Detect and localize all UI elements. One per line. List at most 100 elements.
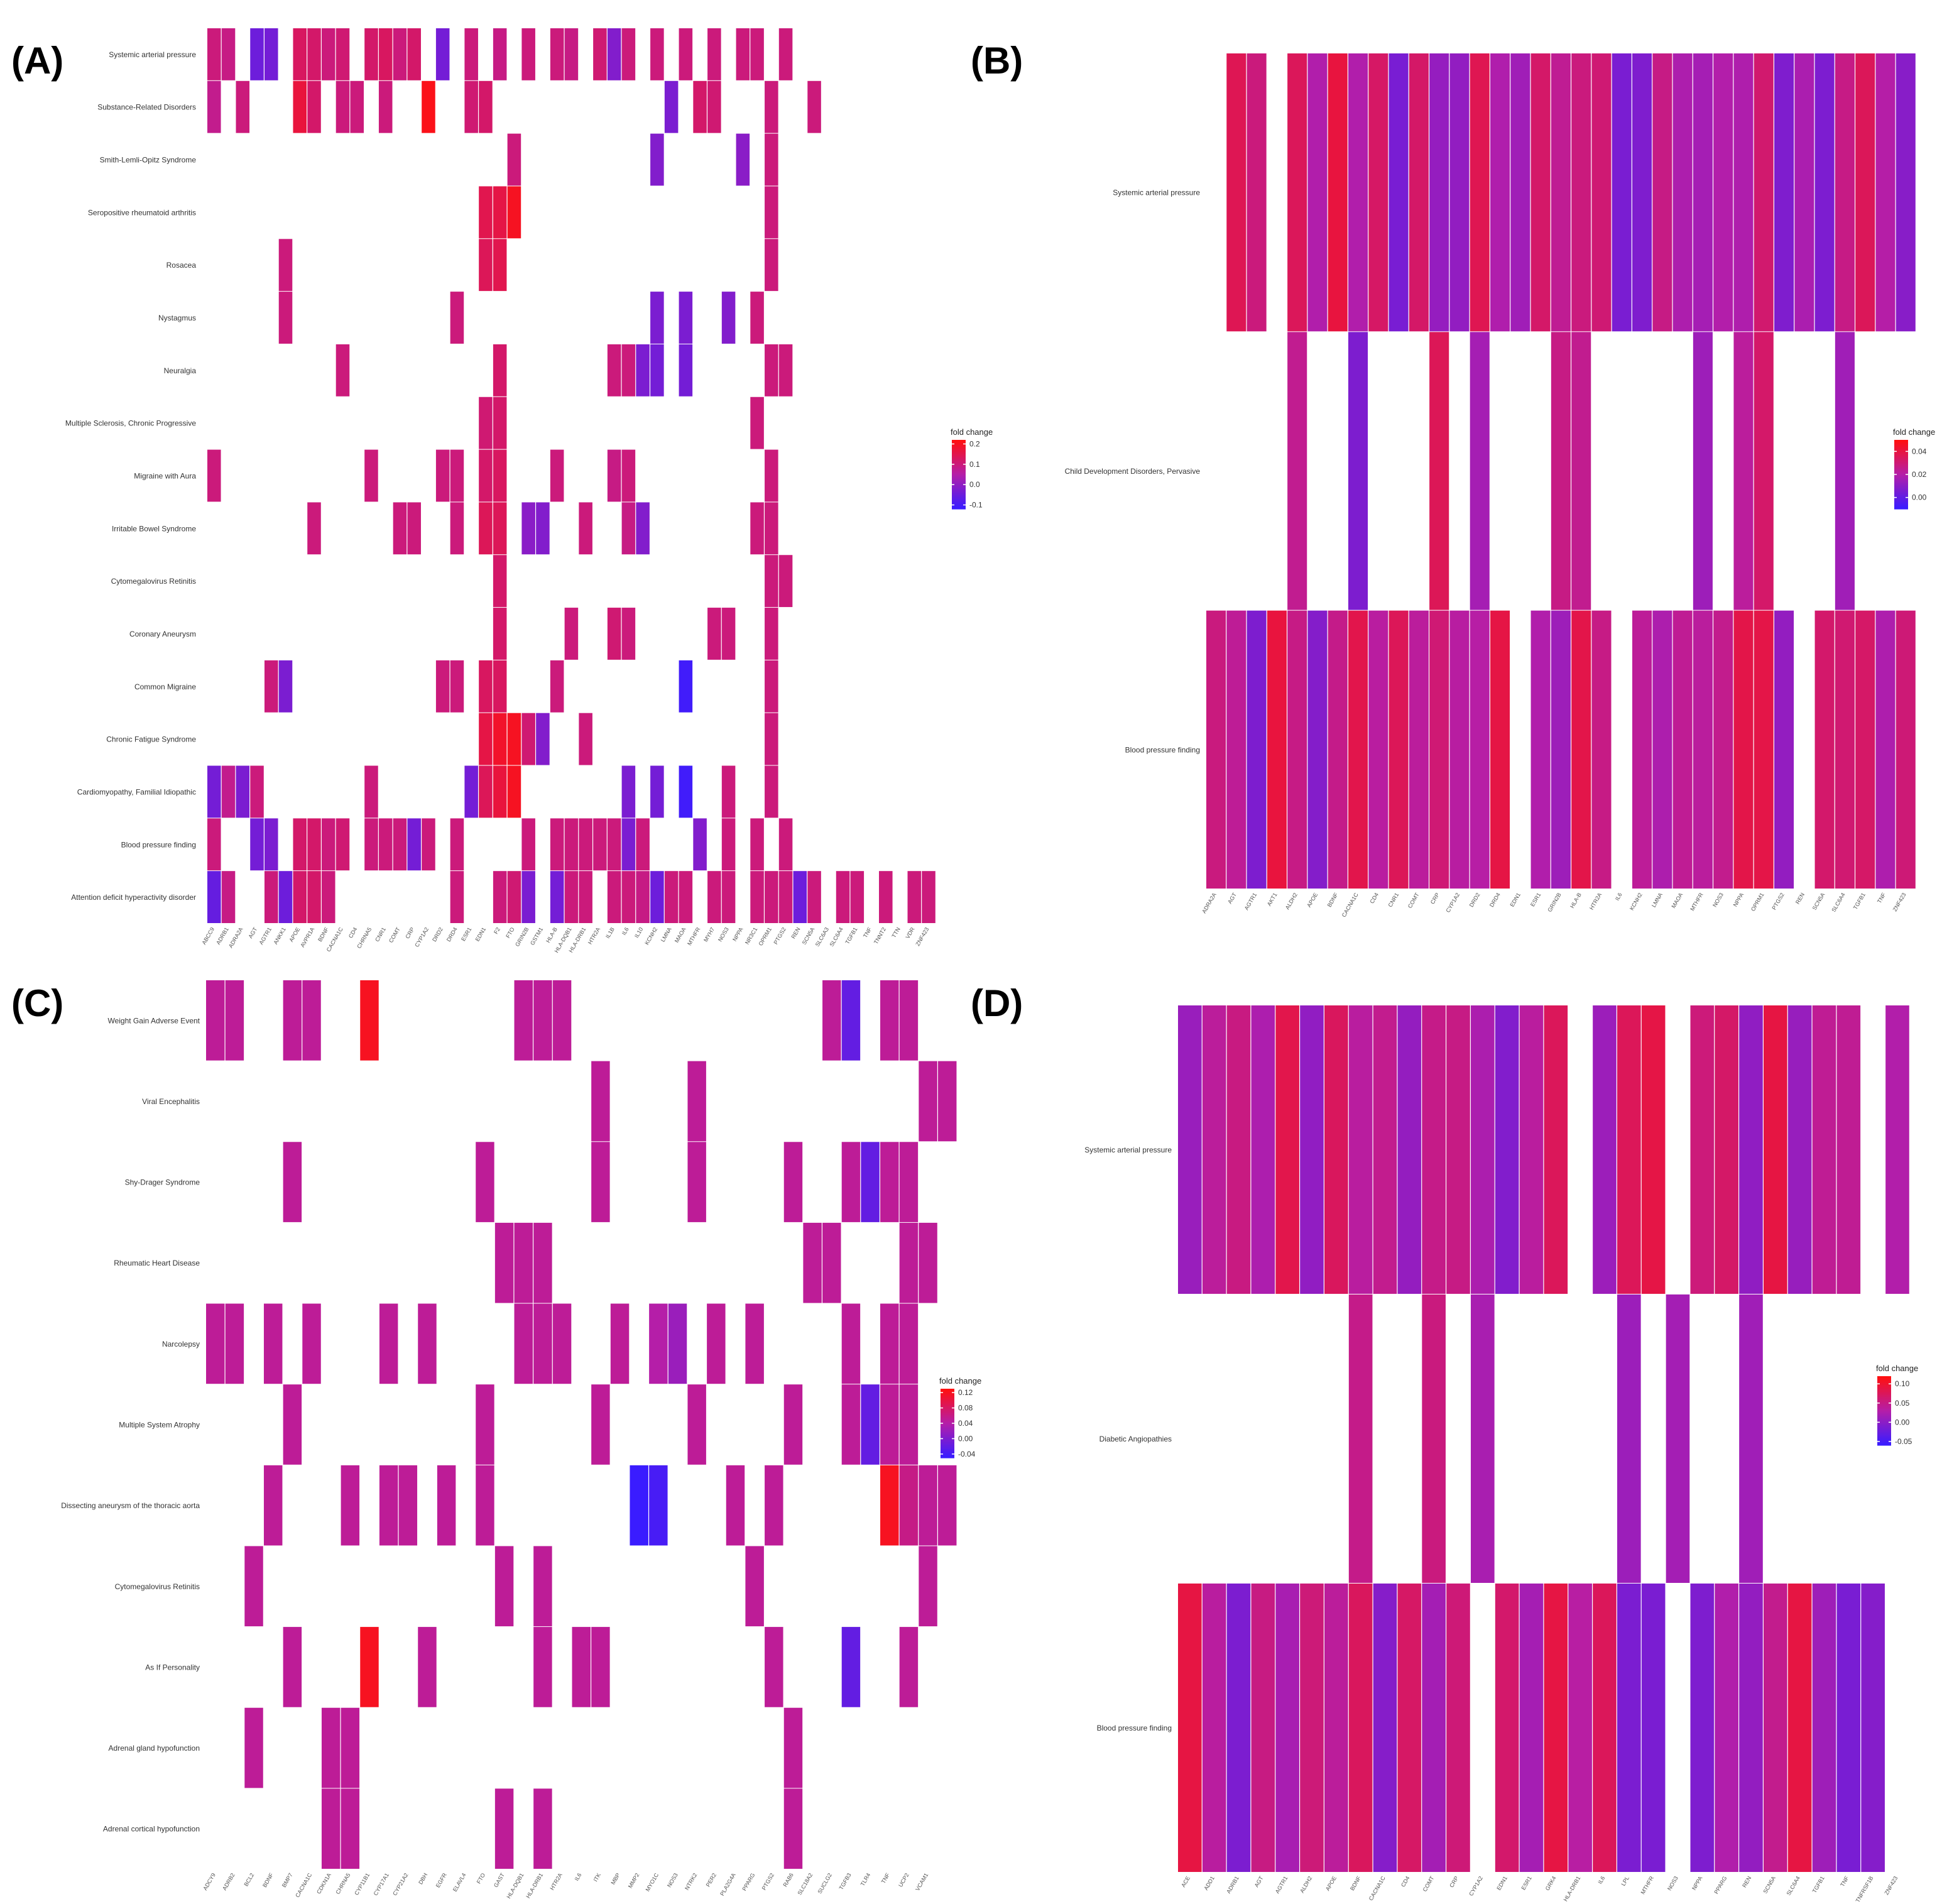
heatmap-cell: [1551, 332, 1571, 610]
column-label: F2: [493, 926, 501, 935]
heatmap-cell: [521, 502, 535, 555]
heatmap-cell: [607, 28, 621, 80]
column-label: ZNF423: [1892, 892, 1907, 912]
column-label: IL10: [633, 926, 644, 939]
heatmap-cell: [850, 871, 865, 923]
legend-gradient-step: [1877, 1400, 1891, 1403]
legend-gradient-step: [952, 500, 966, 503]
heatmap-cell: [1429, 53, 1449, 332]
heatmap-cell: [919, 1465, 937, 1546]
column-label: VDR: [904, 926, 915, 940]
heatmap-cell: [679, 344, 693, 397]
column-label: HLA-B: [1569, 892, 1583, 909]
column-label: CYP1A2: [1468, 1875, 1484, 1897]
heatmap-cell: [765, 449, 778, 502]
heatmap-cell: [550, 871, 564, 923]
legend-gradient-step: [1894, 459, 1908, 461]
heatmap-cell: [765, 660, 778, 713]
heatmap-cell: [307, 80, 321, 133]
column-label: TNF: [862, 926, 873, 939]
heatmap-cell: [650, 871, 664, 923]
heatmap-cell: [1226, 610, 1246, 889]
column-label: ABCC9: [200, 926, 215, 946]
column-label: MMP2: [627, 1872, 641, 1890]
legend-gradient-step: [1894, 447, 1908, 449]
heatmap-cell: [1287, 53, 1307, 332]
legend-gradient-step: [1877, 1377, 1891, 1381]
heatmap-cell: [1774, 53, 1794, 332]
heatmap-cell: [550, 660, 564, 713]
column-label: AVPR1A: [299, 926, 315, 948]
column-label: ITK: [592, 1872, 603, 1883]
heatmap-cell: [1571, 332, 1591, 610]
legend-gradient-step: [941, 1454, 954, 1457]
column-label: REN: [790, 926, 801, 939]
heatmap-cell: [607, 608, 621, 660]
heatmap-cell: [302, 980, 321, 1061]
legend-gradient-step: [941, 1452, 954, 1455]
legend-gradient-step: [952, 440, 966, 442]
legend-gradient-step: [952, 491, 966, 494]
heatmap-cell: [1855, 610, 1875, 889]
legend-gradient-step: [941, 1445, 954, 1448]
legend-tick-label: 0.10: [1895, 1379, 1910, 1388]
heatmap-cell: [493, 713, 507, 765]
legend-gradient-step: [952, 443, 966, 446]
column-label: CRP: [1429, 892, 1441, 905]
legend-gradient-step: [1894, 486, 1908, 489]
panel-d-label: (D): [971, 982, 1023, 1024]
heatmap-cell: [1617, 1005, 1641, 1294]
heatmap-cell: [1855, 53, 1875, 332]
column-label: CYP1A2: [413, 926, 430, 948]
heatmap-cell: [1495, 1584, 1519, 1872]
heatmap-cell: [1814, 53, 1835, 332]
legend-gradient-step: [952, 445, 966, 447]
heatmap-cell: [750, 502, 764, 555]
column-label: OPRM1: [757, 926, 773, 947]
row-label: Attention deficit hyperactivity disorder: [71, 893, 196, 902]
column-label: DRD2: [431, 926, 444, 943]
legend-gradient-step: [941, 1456, 954, 1458]
heatmap-cell: [765, 765, 778, 818]
heatmap-cell: [493, 344, 507, 397]
heatmap-cell: [244, 1546, 263, 1627]
legend-gradient-step: [941, 1413, 954, 1415]
column-label: TTN: [890, 926, 901, 939]
legend-gradient-step: [952, 457, 966, 459]
legend-gradient-step: [1894, 500, 1908, 503]
heatmap-cell: [765, 133, 778, 186]
legend-gradient-step: [941, 1423, 954, 1426]
legend-tick-label: 0.00: [1912, 493, 1927, 502]
legend-gradient-step: [952, 476, 966, 479]
heatmap-cell: [514, 980, 533, 1061]
legend-gradient-step: [1894, 452, 1908, 454]
column-label: IL6: [621, 926, 630, 936]
legend-gradient-step: [952, 459, 966, 461]
legend-gradient-step: [941, 1403, 954, 1405]
heatmap-cell: [721, 608, 736, 660]
legend-gradient-step: [941, 1408, 954, 1410]
heatmap-cell: [1875, 610, 1896, 889]
heatmap-cell: [521, 871, 535, 923]
heatmap-cell: [307, 871, 321, 923]
heatmap-cell: [1733, 610, 1754, 889]
heatmap-cell: [593, 818, 607, 871]
legend-gradient-step: [1877, 1397, 1891, 1399]
heatmap-cell: [1422, 1294, 1446, 1583]
legend-gradient-step: [1877, 1407, 1891, 1409]
column-label: GRK4: [1544, 1875, 1557, 1891]
legend-gradient-step: [1894, 462, 1908, 465]
column-label: NPPA: [1732, 892, 1745, 908]
column-label: GRIN2B: [1546, 892, 1562, 913]
heatmap-cell: [1754, 610, 1774, 889]
heatmap-cell: [236, 80, 250, 133]
column-label: CNR1: [1387, 892, 1400, 908]
heatmap-cell: [1652, 610, 1672, 889]
legend-gradient-step: [952, 483, 966, 486]
heatmap-cell: [636, 502, 650, 555]
heatmap-cell: [1328, 53, 1348, 332]
legend-gradient-step: [1877, 1443, 1891, 1446]
heatmap-cell: [938, 1465, 957, 1546]
heatmap-cell: [1875, 53, 1896, 332]
legend-gradient-step: [952, 495, 966, 498]
